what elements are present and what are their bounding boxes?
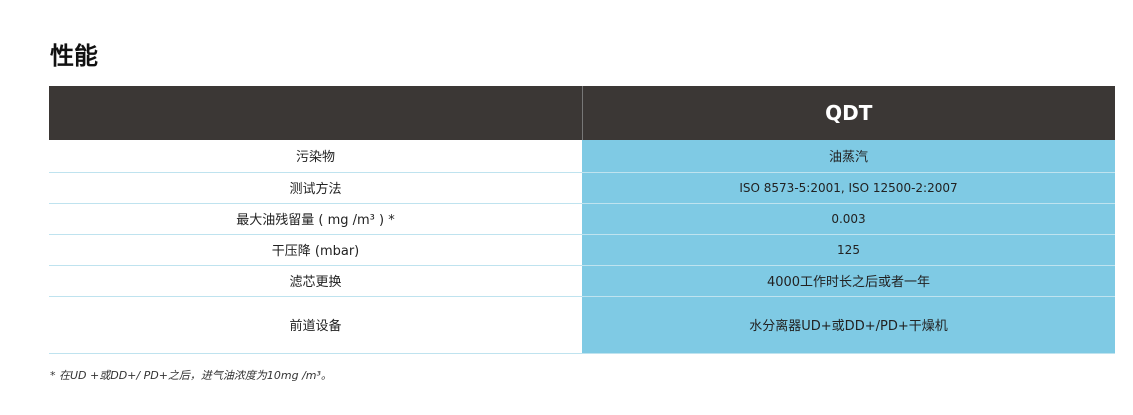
row-value: 水分离器UD+或DD+/PD+干燥机 — [582, 296, 1115, 354]
section-title: 性能 — [50, 42, 98, 70]
row-label: 测试方法 — [49, 172, 582, 204]
footnote: * 在UD +或DD+/ PD+之后，进气油浓度为10mg /m³。 — [50, 369, 332, 382]
row-value: ISO 8573-5:2001, ISO 12500-2:2007 — [582, 172, 1115, 204]
table-row: 最大油残留量 ( mg /m³ ) * 0.003 — [49, 203, 1115, 235]
table-row: 前道设备 水分离器UD+或DD+/PD+干燥机 — [49, 296, 1115, 354]
header-cell: QDT — [582, 86, 1115, 140]
row-value: 油蒸汽 — [582, 140, 1115, 173]
row-value: 4000工作时长之后或者一年 — [582, 265, 1115, 297]
row-label: 最大油残留量 ( mg /m³ ) * — [49, 203, 582, 235]
row-label: 滤芯更换 — [49, 265, 582, 297]
table-row: 滤芯更换 4000工作时长之后或者一年 — [49, 265, 1115, 297]
performance-table: QDT 污染物 油蒸汽 测试方法 ISO 8573-5:2001, ISO 12500… — [49, 86, 1115, 354]
row-value: 0.003 — [582, 203, 1115, 235]
row-label: 污染物 — [49, 140, 582, 173]
table-row: 污染物 油蒸汽 — [49, 140, 1115, 173]
header-row: QDT — [49, 86, 1115, 140]
row-label: 干压降 (mbar) — [49, 234, 582, 266]
header-cell — [49, 86, 583, 140]
table-body: 污染物 油蒸汽 测试方法 ISO 8573-5:2001, ISO 12500-2:2… — [49, 140, 1115, 354]
row-value: 125 — [582, 234, 1115, 266]
row-label: 前道设备 — [49, 296, 582, 354]
table-row: 干压降 (mbar) 125 — [49, 234, 1115, 266]
table-row: 测试方法 ISO 8573-5:2001, ISO 12500-2:2007 — [49, 172, 1115, 204]
